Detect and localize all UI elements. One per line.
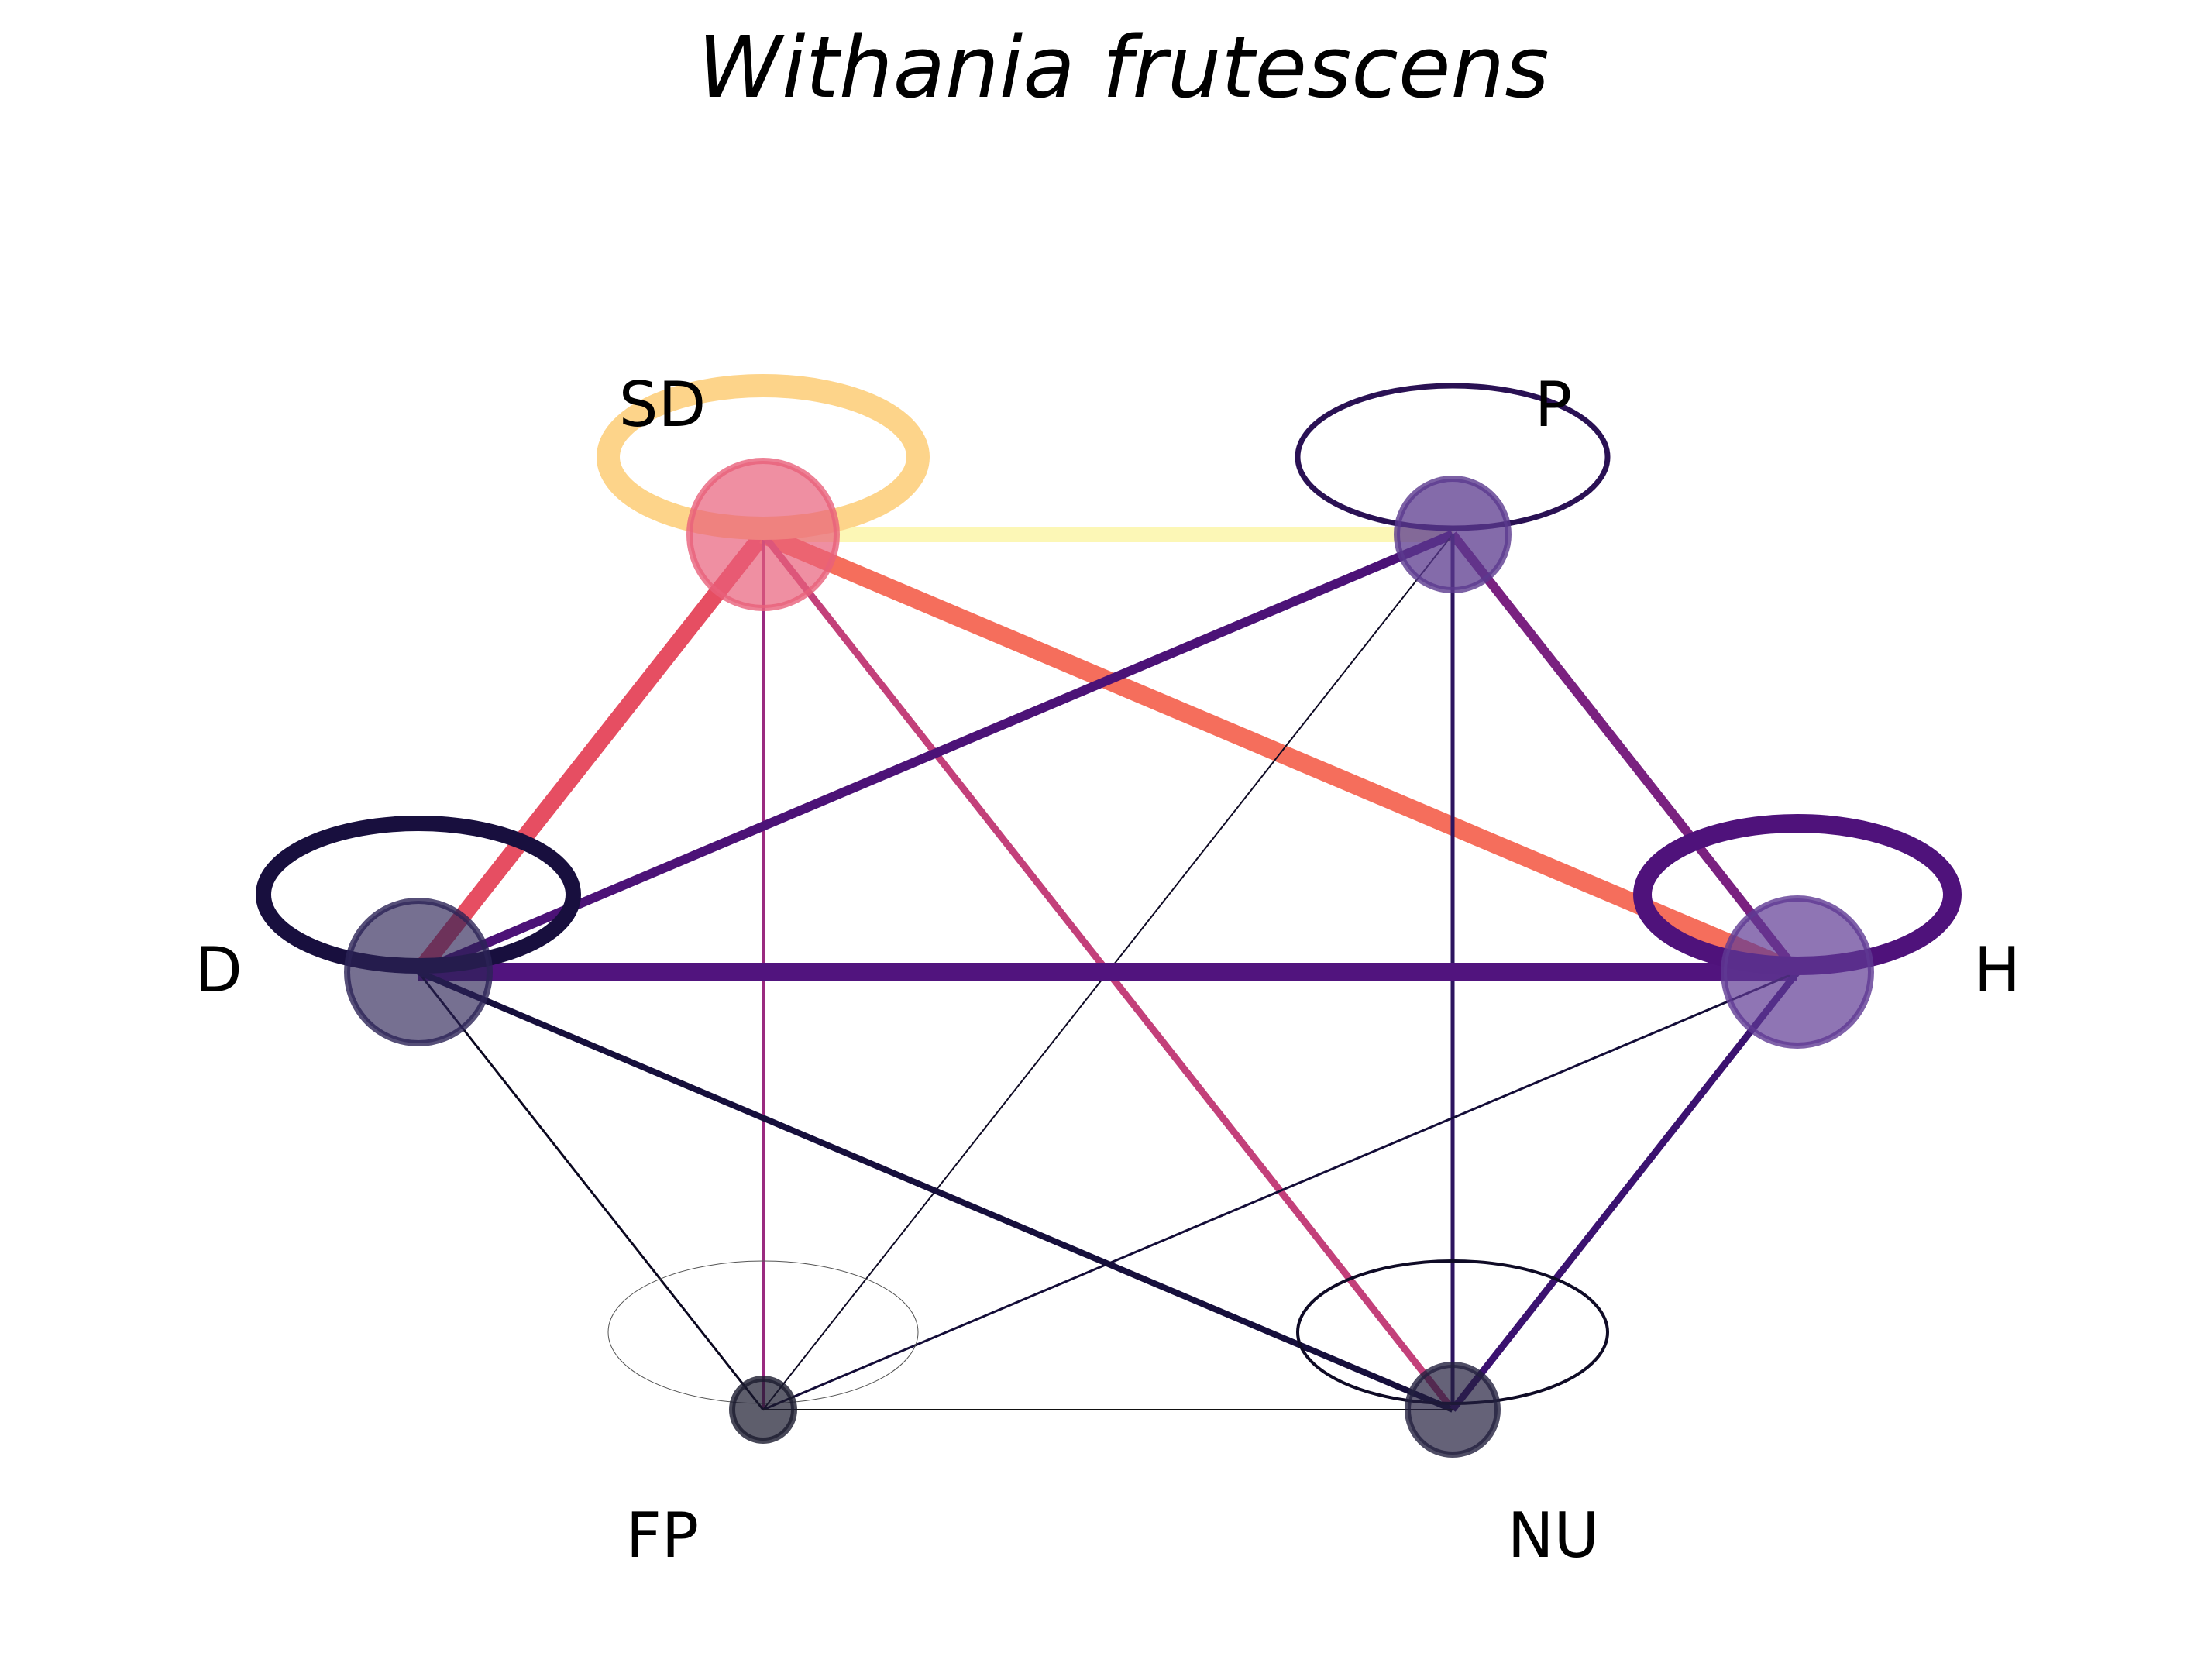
node-labels-layer: SD P D H FP NU: [194, 369, 2021, 1572]
node-label-nu: NU: [1508, 1500, 1599, 1572]
node-label-h: H: [1974, 934, 2021, 1006]
edge-p-d: [416, 530, 1455, 977]
node-h: [1721, 895, 1874, 1049]
node-nu: [1405, 1362, 1501, 1458]
edge-sd-d: [411, 529, 770, 977]
edge-d-nu: [417, 969, 1454, 1413]
edge-p-h: [1449, 531, 1801, 975]
diagram-title: Withania frutescens: [697, 18, 1549, 117]
edge-d-fp: [417, 971, 765, 1410]
nodes-layer: [344, 458, 1874, 1458]
edge-h-nu: [1450, 970, 1800, 1412]
node-label-d: D: [194, 934, 242, 1006]
node-label-fp: FP: [626, 1500, 699, 1572]
node-fp: [729, 1376, 797, 1444]
node-d: [344, 898, 493, 1046]
node-sd: [686, 458, 840, 611]
edge-h-fp: [762, 971, 1798, 1411]
node-label-sd: SD: [619, 369, 706, 441]
node-p: [1394, 476, 1512, 593]
node-label-p: P: [1535, 369, 1572, 441]
edges-layer: [411, 525, 1801, 1413]
